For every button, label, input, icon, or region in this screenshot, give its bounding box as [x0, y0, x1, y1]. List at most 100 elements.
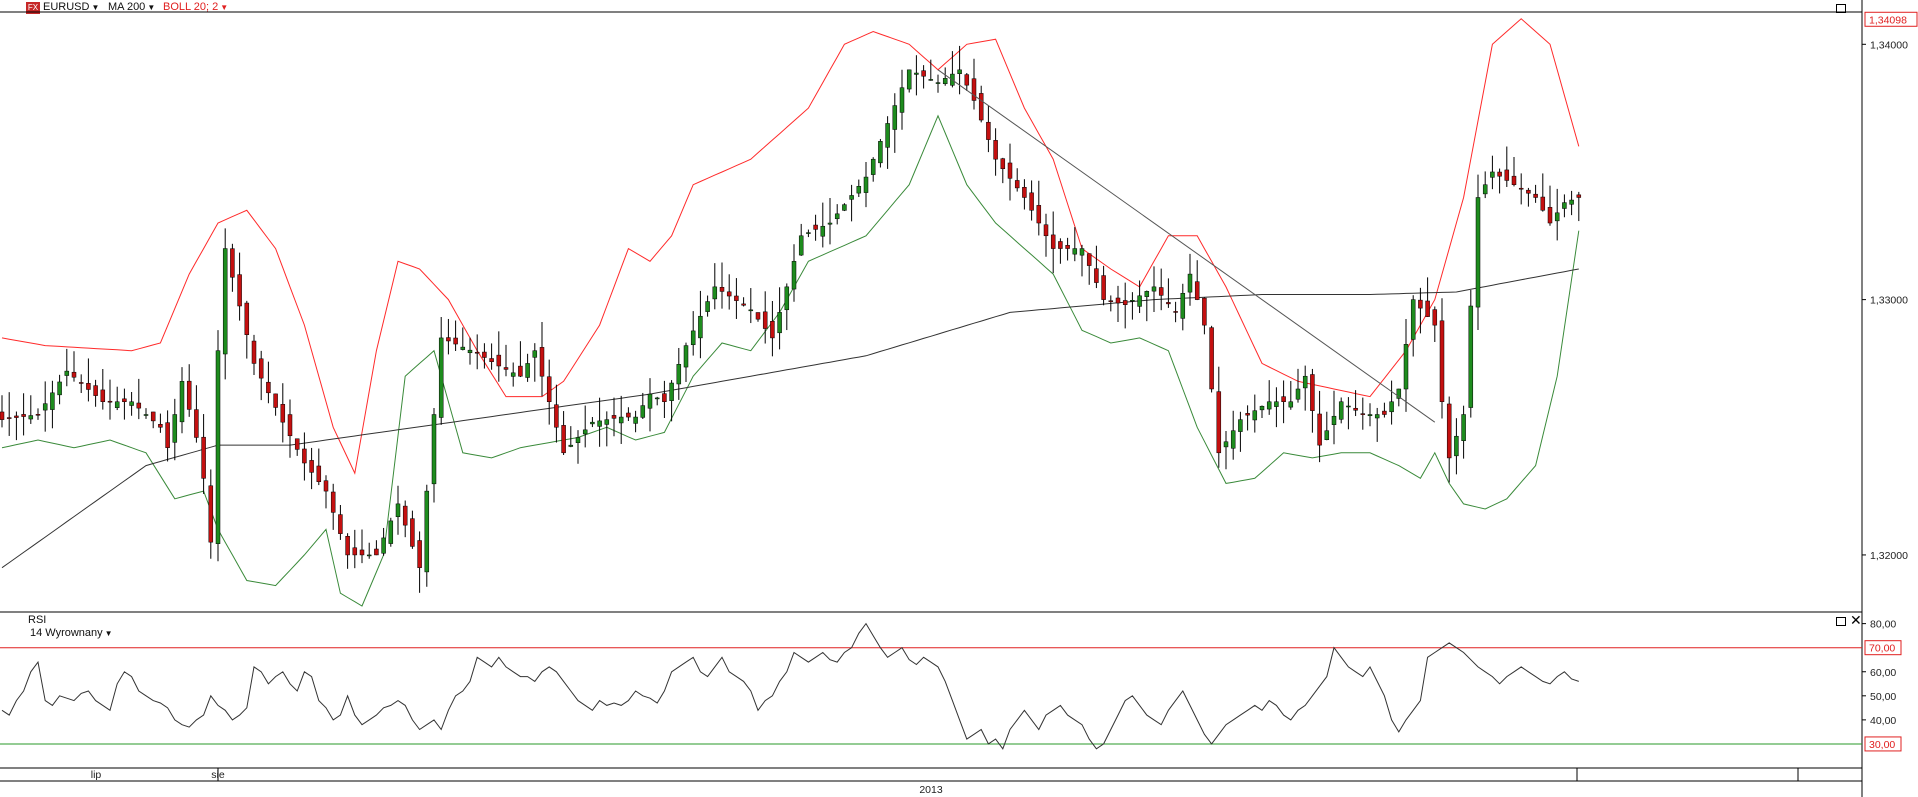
- candle: [1259, 405, 1265, 419]
- candle: [1101, 265, 1106, 306]
- candle-body: [1518, 187, 1524, 190]
- candle: [1389, 380, 1394, 425]
- candle: [143, 408, 149, 419]
- candle: [230, 243, 235, 292]
- candle: [957, 45, 962, 95]
- maximize-icon[interactable]: [1836, 617, 1846, 626]
- candle: [1360, 397, 1366, 430]
- candle: [129, 391, 134, 416]
- candle-body: [1403, 344, 1409, 390]
- candle: [1007, 143, 1013, 201]
- candle: [309, 447, 314, 490]
- candle-body: [518, 365, 523, 377]
- rsi-tick-label: 50,00: [1870, 691, 1896, 703]
- candle: [676, 347, 682, 400]
- candle-body: [474, 351, 480, 354]
- candle: [1497, 168, 1502, 194]
- candle-body: [1562, 202, 1567, 209]
- candle: [1158, 268, 1164, 311]
- candle: [1540, 173, 1546, 212]
- candle-body: [611, 415, 617, 419]
- candle-body: [345, 535, 350, 556]
- candle-body: [467, 349, 473, 354]
- candle: [525, 353, 530, 382]
- rsi-line: [1, 622, 1579, 750]
- candle: [806, 229, 811, 238]
- candle: [827, 197, 833, 245]
- candle: [1353, 390, 1358, 417]
- candle-body: [986, 121, 991, 140]
- candle: [906, 69, 912, 93]
- candle: [1252, 394, 1258, 433]
- candle-body: [568, 444, 574, 447]
- candle-body: [1122, 300, 1128, 305]
- candle: [496, 331, 502, 382]
- candle-body: [849, 195, 854, 200]
- candle-body: [1439, 320, 1445, 402]
- candle: [1425, 277, 1430, 317]
- price-tick-label: 1,34000: [1870, 39, 1908, 51]
- candle: [100, 368, 106, 410]
- candle: [323, 475, 329, 509]
- candle-body: [194, 409, 199, 438]
- candle: [1461, 405, 1466, 459]
- candle-body: [0, 411, 5, 420]
- candle-body: [626, 412, 631, 418]
- candle-body: [1137, 295, 1142, 307]
- candle-body: [870, 158, 876, 175]
- candle: [280, 383, 286, 443]
- candle-body: [654, 397, 660, 400]
- candle: [330, 483, 336, 530]
- candle-body: [1317, 413, 1322, 446]
- candle: [849, 184, 854, 222]
- candle: [755, 312, 761, 322]
- candle-body: [1446, 403, 1452, 459]
- candle: [1180, 283, 1186, 331]
- symbol-label: EURUSD: [43, 1, 90, 13]
- candle: [194, 385, 199, 443]
- candle-body: [1295, 388, 1301, 400]
- candle-body: [885, 123, 890, 148]
- candle: [1533, 184, 1538, 203]
- candle-body: [482, 351, 487, 358]
- candle-body: [1115, 297, 1121, 304]
- rsi-subtitle: 14 Wyrownany: [30, 627, 103, 639]
- boll-indicator-selector[interactable]: BOLL 20; 2 ▼: [163, 1, 228, 13]
- candle-body: [1058, 241, 1063, 249]
- candle-body: [1230, 430, 1236, 449]
- candle-body: [1209, 327, 1214, 390]
- rsi-subtitle-selector[interactable]: 14 Wyrownany ▼: [30, 627, 113, 639]
- candle: [1418, 287, 1423, 334]
- candle-body: [1158, 287, 1164, 296]
- candle: [503, 344, 509, 377]
- candle-body: [561, 425, 566, 454]
- candle: [1324, 411, 1330, 441]
- candle-body: [280, 404, 286, 423]
- candle: [1490, 155, 1495, 190]
- candle: [993, 128, 998, 176]
- candle-body: [35, 414, 41, 416]
- rsi-oversold-label: 30,00: [1869, 739, 1895, 751]
- rsi-oversold-label-box: [1864, 736, 1902, 752]
- candle: [1482, 171, 1488, 199]
- candle: [258, 350, 264, 401]
- candle-body: [921, 70, 926, 77]
- candle-body: [28, 415, 34, 420]
- candle-body: [1338, 401, 1344, 420]
- symbol-selector[interactable]: EURUSD ▼: [43, 1, 99, 13]
- candle-body: [1389, 401, 1394, 413]
- candle: [1468, 290, 1474, 418]
- candle-body: [165, 422, 170, 448]
- candle-body: [323, 480, 329, 492]
- candle: [1202, 297, 1207, 335]
- close-icon[interactable]: ✕: [1850, 613, 1862, 629]
- candle-body: [1367, 414, 1373, 417]
- candle: [287, 399, 293, 458]
- candle: [338, 504, 343, 540]
- candle: [892, 93, 898, 153]
- candle-body: [1022, 187, 1027, 198]
- ma-indicator-selector[interactable]: MA 200 ▼: [108, 1, 155, 13]
- candle-body: [748, 309, 754, 312]
- candle-body: [705, 301, 710, 312]
- candle-body: [1554, 212, 1560, 222]
